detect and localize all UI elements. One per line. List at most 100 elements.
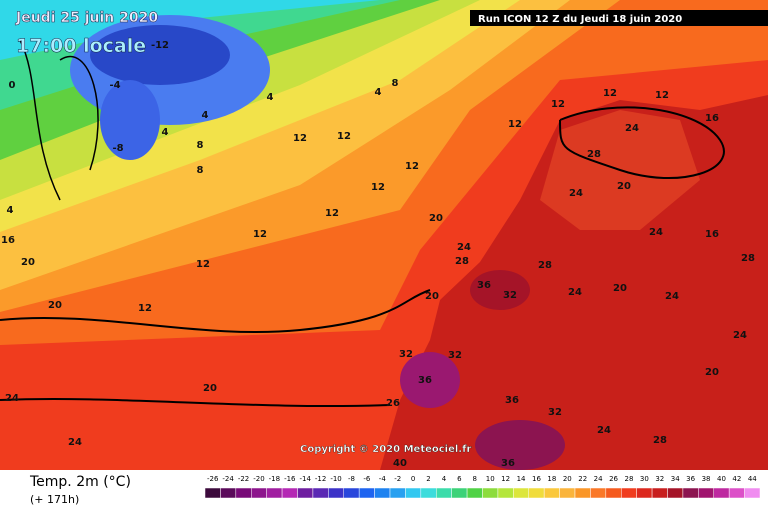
scale-swatch	[574, 487, 591, 499]
scale-label: 36	[686, 475, 695, 483]
scale-label: 18	[547, 475, 556, 483]
scale-swatch	[297, 487, 314, 499]
scale-label: 12	[501, 475, 510, 483]
run-info: Run ICON 12 Z du Jeudi 18 juin 2020	[478, 14, 682, 25]
scale-label: -20	[253, 475, 264, 483]
scale-swatch	[636, 487, 653, 499]
temp-label: 8	[197, 140, 204, 151]
temp-label: 24	[568, 287, 582, 298]
temp-label: 20	[203, 383, 217, 394]
temp-label: 20	[425, 291, 439, 302]
scale-swatch	[528, 487, 545, 499]
scale-label: -24	[222, 475, 234, 483]
scale-swatch	[590, 487, 607, 499]
temp-label: 28	[653, 435, 667, 446]
contour	[559, 106, 725, 179]
scale-swatch	[358, 487, 375, 499]
scale-swatch	[605, 487, 622, 499]
scale-label: 24	[594, 475, 603, 483]
scale-swatch	[405, 487, 422, 499]
temp-label: 24	[457, 242, 471, 253]
run-box	[470, 10, 768, 26]
scale-swatch	[651, 487, 668, 499]
scale-swatch	[682, 487, 699, 499]
scale-swatch	[621, 487, 637, 499]
scale-swatch	[543, 487, 560, 499]
scale-label: 2	[426, 475, 430, 483]
legend-lead: (+ 171h)	[30, 493, 79, 506]
temp-label: 16	[705, 113, 719, 124]
temp-label: 8	[392, 78, 399, 89]
scale-swatch	[312, 487, 329, 499]
scale-swatch	[466, 487, 483, 499]
scale-label: 44	[748, 475, 757, 483]
temp-label: 24	[5, 393, 19, 404]
scale-label: 20	[563, 475, 572, 483]
temp-label: 20	[48, 300, 62, 311]
temp-label: 24	[625, 123, 639, 134]
greenland	[100, 80, 160, 160]
temp-label: 36	[505, 395, 519, 406]
temp-label: 12	[603, 88, 617, 99]
temp-label: 24	[733, 330, 747, 341]
scale-label: -16	[284, 475, 296, 483]
temp-label: 12	[253, 229, 267, 240]
temp-label: 20	[617, 181, 631, 192]
scale-label: 10	[486, 475, 495, 483]
temp-label: 12	[138, 303, 152, 314]
scale-swatch	[436, 487, 452, 499]
temp-label: 36	[418, 375, 432, 386]
scale-label: 30	[640, 475, 649, 483]
scale-swatch	[451, 487, 468, 499]
scale-label: 40	[717, 475, 726, 483]
scale-swatch	[559, 487, 576, 499]
scale-swatch	[220, 487, 237, 499]
scale-label: -18	[269, 475, 280, 483]
scale-label: -8	[348, 475, 355, 483]
scale-label: -14	[299, 475, 311, 483]
scale-swatch	[420, 487, 437, 499]
contour	[0, 397, 391, 408]
scale-label: 28	[624, 475, 633, 483]
temp-label: 12	[337, 131, 351, 142]
time: 17:00 locale	[16, 35, 146, 57]
copyright: Copyright © 2020 Meteociel.fr	[300, 444, 471, 455]
temp-label: 40	[393, 458, 407, 469]
temp-label: 28	[741, 253, 755, 264]
scale-label: -10	[330, 475, 341, 483]
contour	[0, 289, 431, 334]
temp-label: 0	[9, 80, 16, 91]
temp-label: 20	[705, 367, 719, 378]
scale-swatch	[266, 487, 283, 499]
temp-label: 12	[371, 182, 385, 193]
scale-swatch	[374, 487, 391, 499]
date: Jeudi 25 juin 2020	[15, 10, 158, 26]
coastline	[19, 39, 99, 201]
scale-label: 0	[411, 475, 415, 483]
temp-label: 12	[551, 99, 565, 110]
scale-label: 16	[532, 475, 541, 483]
scale-label: 26	[609, 475, 618, 483]
scale-swatch	[482, 487, 499, 499]
temp-label: 4	[202, 110, 209, 121]
scale-label: 8	[473, 475, 477, 483]
temp-label: 12	[655, 90, 669, 101]
temp-label: 26	[386, 398, 400, 409]
scale-label: -12	[315, 475, 326, 483]
temp-label: 36	[501, 458, 515, 469]
scale-swatch	[497, 487, 514, 499]
scale-label: 22	[578, 475, 587, 483]
scale-swatch	[343, 487, 360, 499]
scale-label: -4	[379, 475, 387, 483]
scale-swatch	[328, 487, 345, 499]
temp-label: 4	[375, 87, 382, 98]
scale-swatch	[251, 487, 267, 499]
temp-label: 24	[68, 437, 82, 448]
scale-label: 14	[517, 475, 526, 483]
france-hot	[470, 270, 530, 310]
scale-label: -6	[363, 475, 371, 483]
temp-label: -4	[109, 80, 120, 91]
temp-label: 20	[21, 257, 35, 268]
scale-swatch	[667, 487, 684, 499]
africa-hot	[475, 420, 565, 470]
